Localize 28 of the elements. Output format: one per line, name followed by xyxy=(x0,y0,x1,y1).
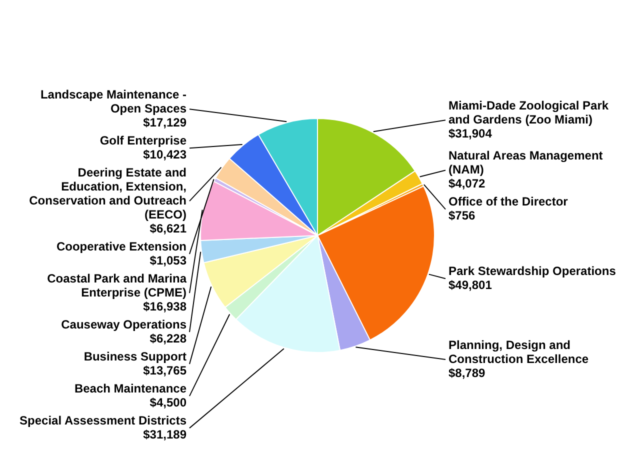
data-label: $8,789 xyxy=(448,366,486,380)
slice-label: Park Stewardship Operations xyxy=(448,264,616,278)
slice-label: Planning, Design and Construction Excellence xyxy=(448,338,589,366)
slice-label: Causeway Operations xyxy=(61,317,187,332)
slice-label: Coastal Park and Marina Enterprise (CPME) xyxy=(47,271,187,300)
slice-label: Business Support xyxy=(84,349,186,364)
data-label: $756 xyxy=(448,208,476,223)
slice-label: Golf Enterprise xyxy=(100,133,187,148)
data-label: $17,129 xyxy=(143,115,187,130)
data-label: $16,938 xyxy=(143,299,187,314)
data-label: $4,072 xyxy=(448,176,486,191)
slice-label: Deering Estate and Education, Extension, Conservation and Outreach (EECO) xyxy=(29,165,187,222)
data-label: $6,228 xyxy=(150,331,187,346)
data-label: $4,500 xyxy=(150,395,187,410)
slice-label: Cooperative Extension xyxy=(56,239,186,254)
slice-label: Landscape Maintenance - Open Spaces xyxy=(40,87,187,116)
slice-label: Beach Maintenance xyxy=(74,381,187,396)
slice-label: Special Assessment Districts xyxy=(20,413,187,428)
data-label: $1,053 xyxy=(150,253,187,268)
slice-label: Miami-Dade Zoological Park and Gardens (Zoo Miami) xyxy=(448,98,609,126)
data-label: $49,801 xyxy=(448,278,492,292)
data-label: $10,423 xyxy=(143,147,187,162)
slice-label: Office of the Director xyxy=(448,194,568,209)
data-label: $31,189 xyxy=(143,427,187,442)
slice-label: Natural Areas Management (NAM) xyxy=(448,148,603,177)
data-label: $6,621 xyxy=(150,221,187,236)
data-label: $13,765 xyxy=(143,363,187,378)
data-label: $31,904 xyxy=(448,126,492,140)
